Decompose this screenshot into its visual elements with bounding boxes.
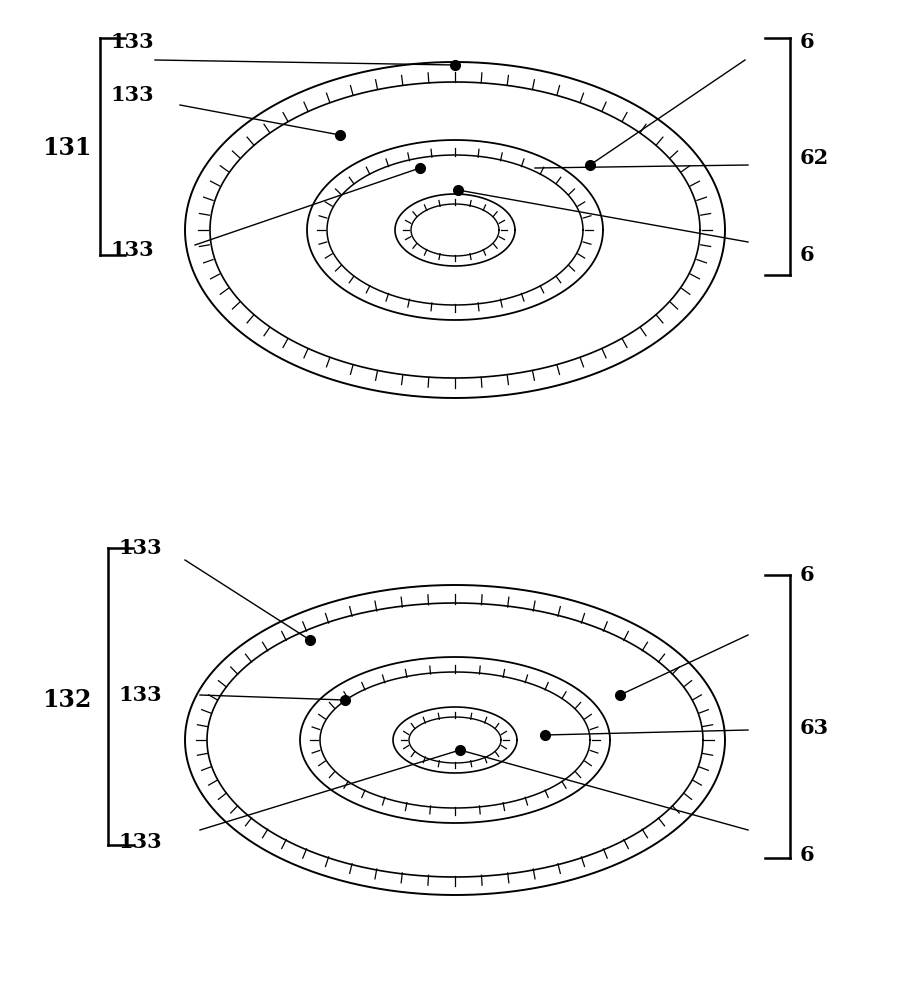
Text: 131: 131 [42,136,91,160]
Text: 62: 62 [800,148,829,168]
Text: 132: 132 [42,688,91,712]
Text: 133: 133 [118,832,162,852]
Text: 6: 6 [800,32,814,52]
Text: 133: 133 [118,685,162,705]
Text: 133: 133 [110,32,154,52]
Text: 63: 63 [800,718,829,738]
Text: 6: 6 [800,245,814,265]
Text: 133: 133 [110,85,154,105]
Text: 133: 133 [118,538,162,558]
Text: 6: 6 [800,845,814,865]
Text: 133: 133 [110,240,154,260]
Text: 6: 6 [800,565,814,585]
